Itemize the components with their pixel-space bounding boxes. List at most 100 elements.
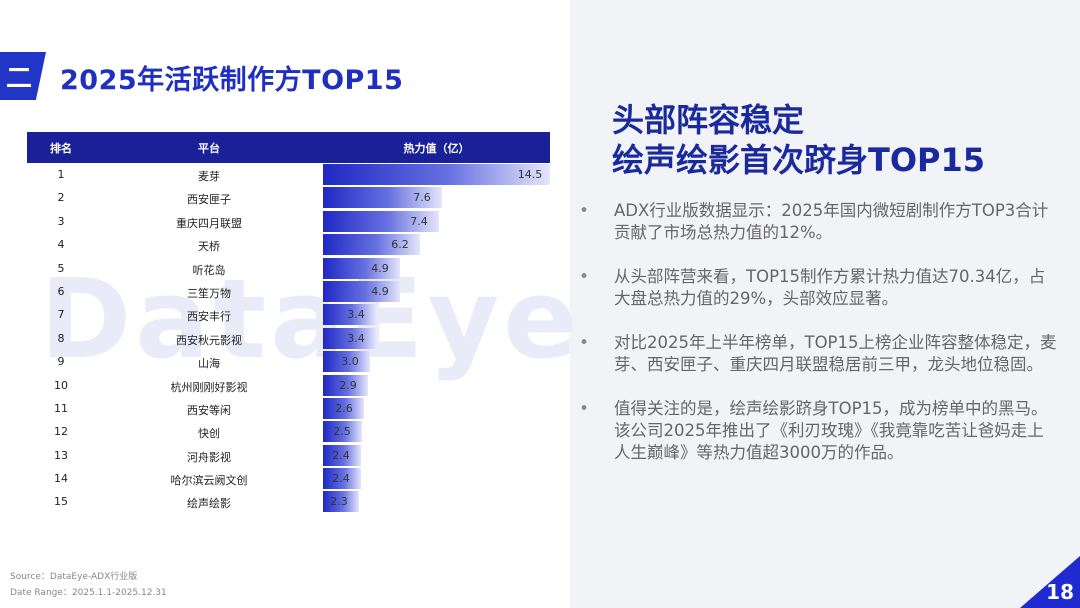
value-bar [323,234,420,256]
platform-cell: 河舟影视 [187,450,231,464]
platform-cell: 西安秋元影视 [176,333,242,347]
rank-cell: 5 [57,261,65,275]
bullet-text: 对比2025年上半年榜单，TOP15上榜企业阵容整体稳定，麦芽、西安匣子、重庆四… [614,333,1057,374]
header-platform: 平台 [198,141,220,155]
value-label: 14.5 [517,168,543,181]
header-rank: 排名 [50,141,72,155]
table-row: 10 杭州刚刚好影视 2.9 [27,374,550,397]
table-row: 7 西安丰行 3.4 [27,303,550,326]
value-label: 2.3 [330,495,348,509]
section-number: 二 [5,63,32,94]
table-row: 1 麦芽 14.5 [27,163,550,186]
table-row: 4 天桥 6.2 [27,233,550,256]
value-bar [323,304,376,326]
value-bar [323,374,368,396]
insight-bullets: • ADX行业版数据显示：2025年国内微短剧制作方TOP3合计贡献了市场总热力… [578,200,1058,486]
value-bar [323,164,550,185]
bullet-dot: • [579,399,589,418]
table-row: 6 三笙万物 4.9 [27,280,550,303]
bullet-item: • 值得关注的是，绘声绘影跻身TOP15，成为榜单中的黑马。该公司2025年推出… [578,398,1058,464]
value-label: 2.6 [335,401,353,415]
table-row: 2 西安匣子 7.6 [27,186,550,209]
rank-cell: 2 [57,191,65,205]
value-label: 2.5 [333,425,351,439]
value-label: 7.6 [413,191,431,205]
bullet-dot: • [579,201,589,220]
platform-cell: 西安匣子 [187,193,231,207]
table-row: 9 山海 3.0 [27,350,550,373]
platform-cell: 山海 [198,357,220,371]
platform-cell: 杭州刚刚好影视 [170,380,248,394]
value-bar [323,327,376,349]
source-note: Source：DataEye-ADX行业版 Date Range：2025.1.… [10,569,167,601]
bullet-dot: • [579,267,589,286]
rank-cell: 4 [57,238,65,252]
platform-cell: 西安等闲 [187,403,231,417]
rank-cell: 3 [57,214,65,228]
value-bar [323,444,361,466]
value-bar [323,210,439,232]
table-header: 排名 平台 热力值（亿） [27,132,550,163]
rank-cell: 13 [54,448,68,462]
value-bar [323,468,361,490]
table-row: 11 西安等闲 2.6 [27,397,550,420]
rank-cell: 7 [57,308,65,322]
value-bar [323,351,370,373]
insight-title: 头部阵容稳定 绘声绘影首次跻身TOP15 [612,100,985,180]
table-row: 13 河舟影视 2.4 [27,444,550,467]
page-title: 2025年活跃制作方TOP15 [60,65,404,96]
value-bar [323,421,362,443]
table-row: 8 西安秋元影视 3.4 [27,327,550,350]
bullet-item: • 对比2025年上半年榜单，TOP15上榜企业阵容整体稳定，麦芽、西安匣子、重… [578,332,1058,376]
rank-cell: 1 [57,168,65,181]
watermark: DataEye [40,255,582,383]
rank-cell: 8 [57,331,65,345]
table-row: 3 重庆四月联盟 7.4 [27,210,550,233]
rank-cell: 11 [54,401,68,415]
platform-cell: 重庆四月联盟 [176,216,242,230]
bullet-item: • 从头部阵营来看，TOP15制作方累计热力值达70.34亿，占大盘总热力值的2… [578,266,1058,310]
value-label: 2.9 [339,378,357,392]
bullet-text: 值得关注的是，绘声绘影跻身TOP15，成为榜单中的黑马。该公司2025年推出了《… [614,399,1048,462]
source-line: Source：DataEye-ADX行业版 [10,572,138,582]
table-row: 15 绘声绘影 2.3 [27,490,550,513]
section-badge: 二 [0,52,46,100]
value-label: 7.4 [410,214,428,228]
platform-cell: 哈尔滨云阙文创 [170,474,248,488]
value-label: 3.4 [347,331,365,345]
table-row: 14 哈尔滨云阙文创 2.4 [27,467,550,490]
value-label: 3.4 [347,308,365,322]
bullet-text: ADX行业版数据显示：2025年国内微短剧制作方TOP3合计贡献了市场总热力值的… [614,201,1049,242]
rank-cell: 9 [57,355,65,369]
rank-cell: 10 [54,378,68,392]
rank-cell: 14 [54,472,68,486]
bullet-text: 从头部阵营来看，TOP15制作方累计热力值达70.34亿，占大盘总热力值的29%… [614,267,1046,308]
platform-cell: 天桥 [198,240,220,254]
bullet-dot: • [579,333,589,352]
platform-cell: 三笙万物 [187,286,231,300]
value-label: 2.4 [332,448,350,462]
table-row: 5 听花岛 4.9 [27,257,550,280]
value-label: 6.2 [391,238,409,252]
header-value: 热力值（亿） [403,141,470,155]
platform-cell: 听花岛 [192,263,226,277]
page-number: 18 [1046,580,1074,604]
value-label: 2.4 [332,472,350,486]
table-row: 12 快创 2.5 [27,420,550,443]
rank-cell: 12 [54,425,68,439]
date-range-line: Date Range：2025.1.1-2025.12.31 [10,588,167,598]
bullet-item: • ADX行业版数据显示：2025年国内微短剧制作方TOP3合计贡献了市场总热力… [578,200,1058,244]
platform-cell: 麦芽 [198,170,220,183]
value-bar [323,187,442,209]
value-bar [323,491,359,513]
platform-cell: 西安丰行 [187,310,231,324]
right-panel [570,0,1080,608]
value-bar [323,280,400,302]
rank-cell: 15 [54,495,68,509]
insight-title-line2: 绘声绘影首次跻身TOP15 [612,141,986,179]
table-body: 1 麦芽 14.5 2 西安匣子 7.6 3 重庆四月联盟 7.4 4 天桥 6.2 5 听花岛 4.9 6 三… [27,163,550,514]
value-bar [323,257,400,279]
ranking-table: 排名 平台 热力值（亿） 1 麦芽 14.5 2 西安匣子 7.6 3 重庆四月联盟 7.4 4 天… [27,132,550,514]
insight-title-line1: 头部阵容稳定 [612,101,805,139]
value-label: 4.9 [371,261,389,275]
